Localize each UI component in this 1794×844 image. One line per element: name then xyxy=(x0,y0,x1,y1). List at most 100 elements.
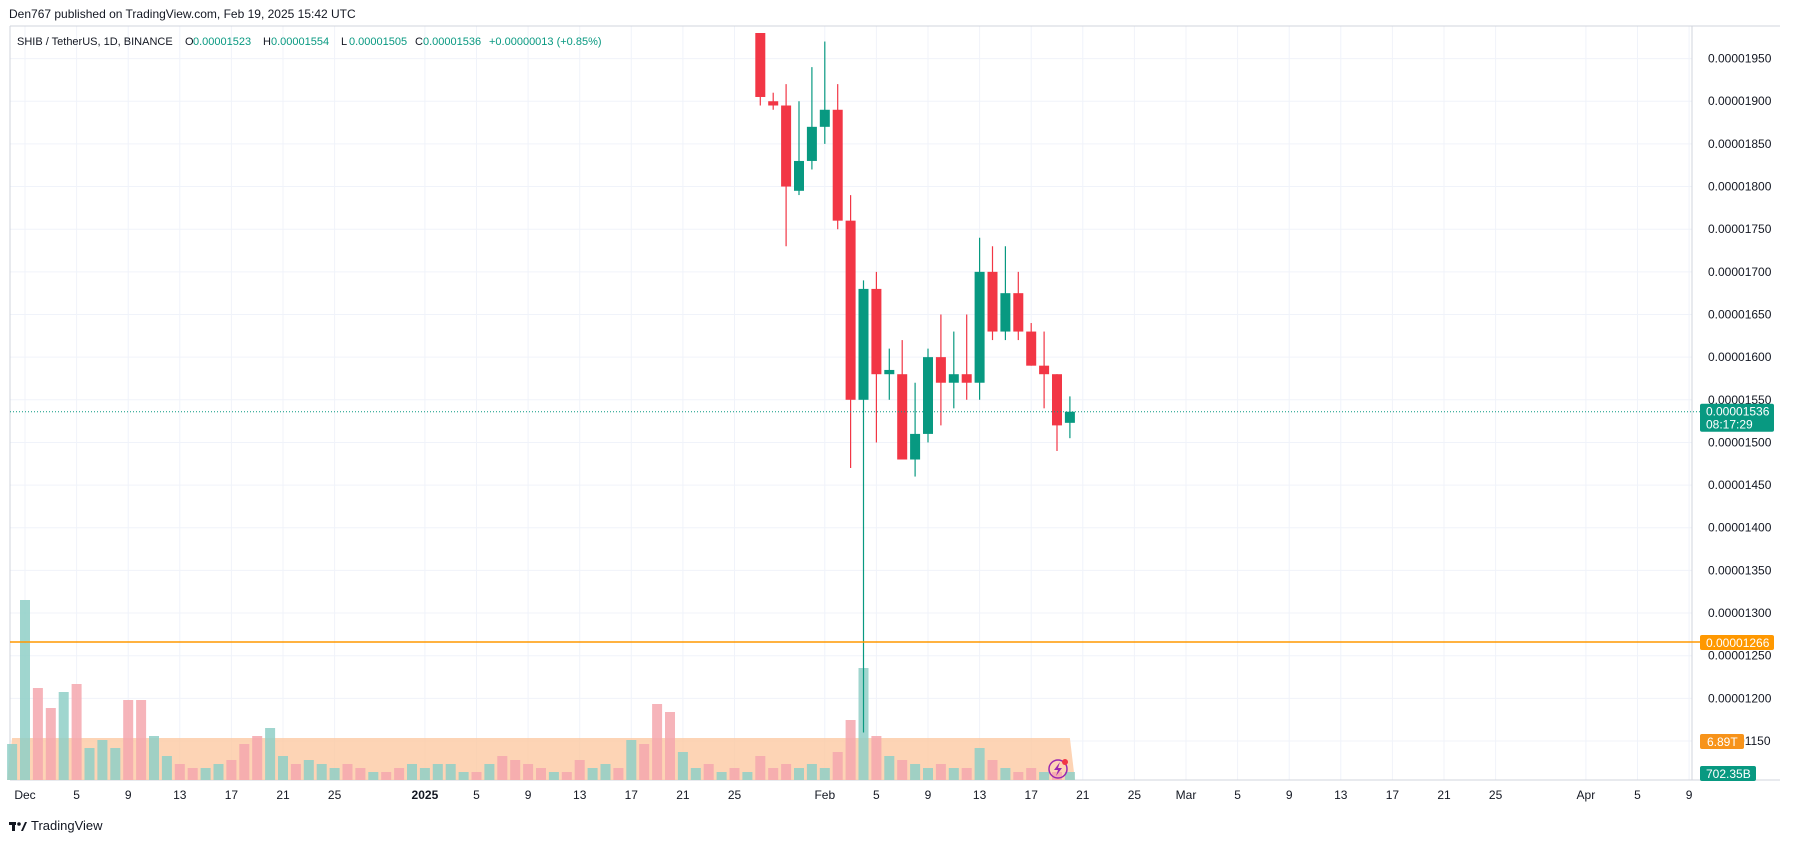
time-axis[interactable]: Dec 5 9 13 17 21 25 2025 5 9 13 17 21 25 Feb 5 9 13 17 21 25… xyxy=(14,788,1692,802)
volume-bar xyxy=(587,768,598,780)
candle-body xyxy=(884,369,895,375)
candle-body xyxy=(832,109,843,221)
candle-body xyxy=(1000,293,1011,332)
price-tick-label: 0.00001500 xyxy=(1708,435,1772,449)
time-tick-label: 21 xyxy=(676,788,690,802)
volume-bar xyxy=(794,768,804,780)
price-tick-label: 0.00001250 xyxy=(1708,649,1772,663)
candle-body xyxy=(768,101,779,106)
volume-bar xyxy=(316,764,327,780)
price-tick-label: 0.00001700 xyxy=(1708,265,1772,279)
volume-pane xyxy=(7,600,1075,780)
volume-bar xyxy=(252,736,263,780)
published-byline: Den767 published on TradingView.com, Feb… xyxy=(9,7,356,21)
time-tick-label: Apr xyxy=(1577,788,1596,802)
volume-bar xyxy=(1052,772,1062,780)
volume-bar xyxy=(1039,772,1050,780)
price-tick-label: 0.00001900 xyxy=(1708,94,1772,108)
legend-open-label: O xyxy=(185,36,194,48)
volume-bar xyxy=(961,768,972,780)
volume-bar xyxy=(407,764,417,780)
candle-body xyxy=(987,271,998,332)
volume-bar xyxy=(187,768,198,780)
time-tick-label: 9 xyxy=(525,788,532,802)
volume-bar xyxy=(278,756,288,780)
volume-bar xyxy=(110,748,121,780)
volume-bar xyxy=(329,768,340,780)
volume-bar xyxy=(832,752,843,780)
time-tick-label: 21 xyxy=(1076,788,1090,802)
volume-bar xyxy=(458,772,469,780)
volume-bar xyxy=(445,764,456,780)
legend-high-label: H xyxy=(263,36,271,48)
volume-bar xyxy=(1000,768,1011,780)
volume-badge: 702.35B xyxy=(1700,766,1756,781)
volume-bar xyxy=(677,752,688,780)
volume-bar xyxy=(394,768,405,780)
time-tick-label: 21 xyxy=(1437,788,1451,802)
time-tick-label: 13 xyxy=(573,788,587,802)
volume-ma-badge-text: 6.89T xyxy=(1707,735,1738,749)
time-tick-label: 2025 xyxy=(412,788,439,802)
price-tick-label: 0.00001200 xyxy=(1708,691,1772,705)
volume-bar xyxy=(381,772,392,780)
time-tick-label: 9 xyxy=(1686,788,1693,802)
volume-bar xyxy=(652,704,663,780)
volume-bar xyxy=(432,764,443,780)
volume-bar xyxy=(200,768,211,780)
time-tick-label: 13 xyxy=(1334,788,1348,802)
volume-bar xyxy=(97,740,108,780)
candle-body xyxy=(961,374,972,383)
volume-bar xyxy=(781,764,792,780)
volume-bar xyxy=(368,772,379,780)
price-axis[interactable]: 0.00001950 0.00001900 0.00001850 0.00001800… xyxy=(1700,52,1774,781)
legend-high-value: 0.00001554 xyxy=(271,36,329,48)
legend-close-value: 0.00001536 xyxy=(423,36,481,48)
volume-badge-text: 702.35B xyxy=(1706,767,1751,781)
volume-bar xyxy=(239,744,250,780)
volume-bar xyxy=(1026,768,1037,780)
tradingview-brand: TradingView xyxy=(31,818,103,833)
volume-bar xyxy=(213,764,224,780)
time-tick-label: 9 xyxy=(125,788,132,802)
volume-bar xyxy=(935,764,946,780)
candle-body xyxy=(1052,374,1062,426)
volume-bar xyxy=(136,700,147,780)
volume-bar xyxy=(1064,772,1075,780)
time-tick-label: 25 xyxy=(728,788,742,802)
candle-body xyxy=(923,357,933,434)
legend-symbol: SHIB / TetherUS, 1D, BINANCE xyxy=(17,36,173,48)
volume-bar xyxy=(948,768,959,780)
candle-body xyxy=(1026,331,1037,366)
price-tick-label: 0.00001300 xyxy=(1708,606,1772,620)
price-tick-label: 0.00001400 xyxy=(1708,521,1772,535)
time-tick-label: 5 xyxy=(873,788,880,802)
volume-bar xyxy=(174,764,185,780)
time-tick-label: 25 xyxy=(1128,788,1142,802)
hline-price-badge-text: 0.00001266 xyxy=(1706,636,1770,650)
symbol-legend: SHIB / TetherUS, 1D, BINANCE O 0.0000152… xyxy=(17,36,602,48)
hline-price-badge: 0.00001266 xyxy=(1700,635,1774,651)
volume-ma-badge-bg xyxy=(1700,734,1744,749)
time-tick-label: 21 xyxy=(276,788,290,802)
time-tick-label: 5 xyxy=(1234,788,1241,802)
current-price-badge-text: 0.00001536 xyxy=(1706,405,1770,419)
volume-bar xyxy=(626,740,637,780)
legend-open-value: 0.00001523 xyxy=(193,36,251,48)
volume-bar xyxy=(703,764,714,780)
price-tick-label: 0.00001650 xyxy=(1708,307,1772,321)
volume-bar xyxy=(20,600,30,780)
volume-bar xyxy=(149,736,159,780)
candle-body xyxy=(819,109,830,127)
volume-bar xyxy=(665,712,675,780)
volume-bar xyxy=(884,756,895,780)
lightning-icon[interactable] xyxy=(1048,759,1068,779)
volume-bar xyxy=(290,764,301,780)
tradingview-logo[interactable]: TradingView xyxy=(9,818,103,833)
price-tick-label: 0.00001850 xyxy=(1708,137,1772,151)
candle-body xyxy=(871,288,882,375)
volume-bar xyxy=(613,768,624,780)
volume-bar xyxy=(639,744,650,780)
